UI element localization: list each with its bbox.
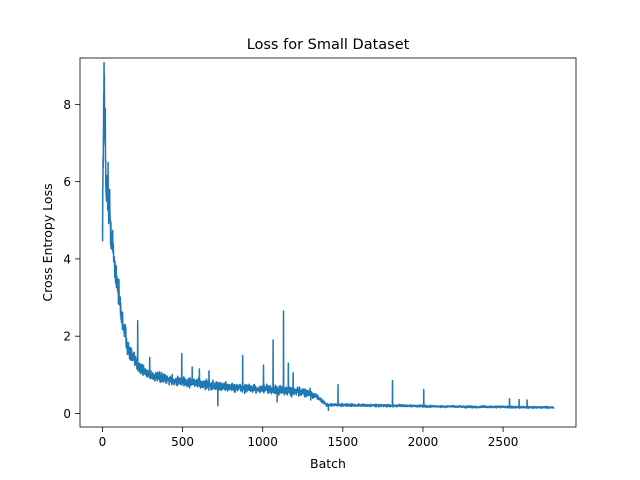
y-tick-label: 8 (63, 98, 71, 112)
x-axis-ticks: 0 500 1000 1500 2000 2500 (99, 427, 519, 449)
x-tick-label: 2500 (488, 435, 519, 449)
x-tick-label: 2000 (408, 435, 439, 449)
chart-title: Loss for Small Dataset (247, 37, 410, 53)
y-tick-label: 4 (63, 252, 71, 266)
x-tick-label: 500 (171, 435, 194, 449)
y-tick-label: 2 (63, 330, 71, 344)
y-axis-ticks: 0 2 4 6 8 (63, 98, 80, 421)
y-tick-label: 0 (63, 407, 71, 421)
plot-area (80, 58, 576, 427)
x-tick-label: 0 (99, 435, 107, 449)
x-tick-label: 1500 (328, 435, 359, 449)
y-axis-label: Cross Entropy Loss (40, 183, 55, 301)
loss-series-line (101, 61, 555, 412)
axes-spines (79, 57, 577, 428)
x-axis-label: Batch (310, 456, 346, 471)
series-layer (101, 61, 555, 412)
axes-frame (79, 57, 577, 428)
x-tick-label: 1000 (247, 435, 278, 449)
y-tick-label: 6 (63, 175, 71, 189)
